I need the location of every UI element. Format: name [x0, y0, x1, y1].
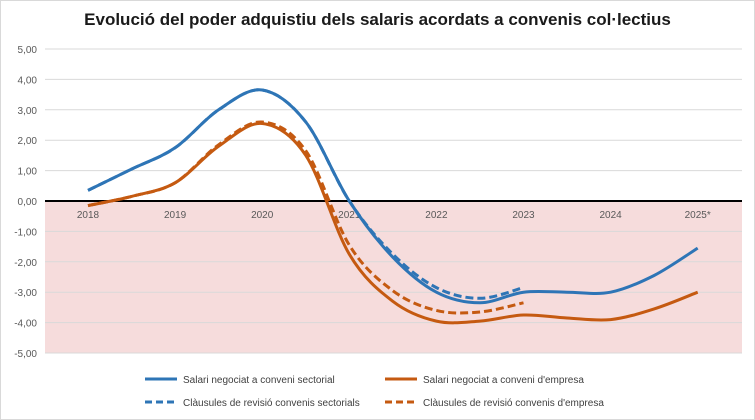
x-tick-label: 2025*: [685, 210, 711, 221]
plot-area-negative: [45, 201, 742, 353]
legend-label[interactable]: Clàusules de revisió convenis sectorials: [183, 398, 360, 409]
y-tick-label: 4,00: [18, 75, 38, 86]
y-tick-label: 5,00: [18, 45, 38, 56]
x-tick-label: 2020: [251, 210, 274, 221]
y-tick-label: -1,00: [14, 227, 37, 238]
y-tick-label: -4,00: [14, 319, 37, 330]
y-tick-label: 3,00: [18, 106, 38, 117]
x-tick-label: 2018: [77, 210, 100, 221]
x-tick-label: 2021: [338, 210, 361, 221]
x-tick-label: 2023: [512, 210, 535, 221]
legend-label[interactable]: Salari negociat a conveni sectorial: [183, 375, 335, 386]
legend-label[interactable]: Salari negociat a conveni d'empresa: [423, 375, 584, 386]
y-tick-label: 2,00: [18, 136, 38, 147]
chart-title: Evolució del poder adquistiu dels salari…: [84, 10, 671, 29]
y-tick-label: -2,00: [14, 258, 37, 269]
series-line-3: [87, 88, 524, 300]
legend-label[interactable]: Clàusules de revisió convenis d'empresa: [423, 398, 604, 409]
series-line-1: [87, 88, 699, 305]
y-tick-label: 1,00: [18, 167, 38, 178]
y-tick-label: -5,00: [14, 349, 37, 360]
x-tick-label: 2024: [599, 210, 622, 221]
plot-area-positive: [45, 49, 742, 201]
y-tick-label: -3,00: [14, 288, 37, 299]
x-tick-label: 2022: [425, 210, 448, 221]
x-tick-label: 2019: [164, 210, 187, 221]
y-tick-label: 0,00: [18, 197, 38, 208]
